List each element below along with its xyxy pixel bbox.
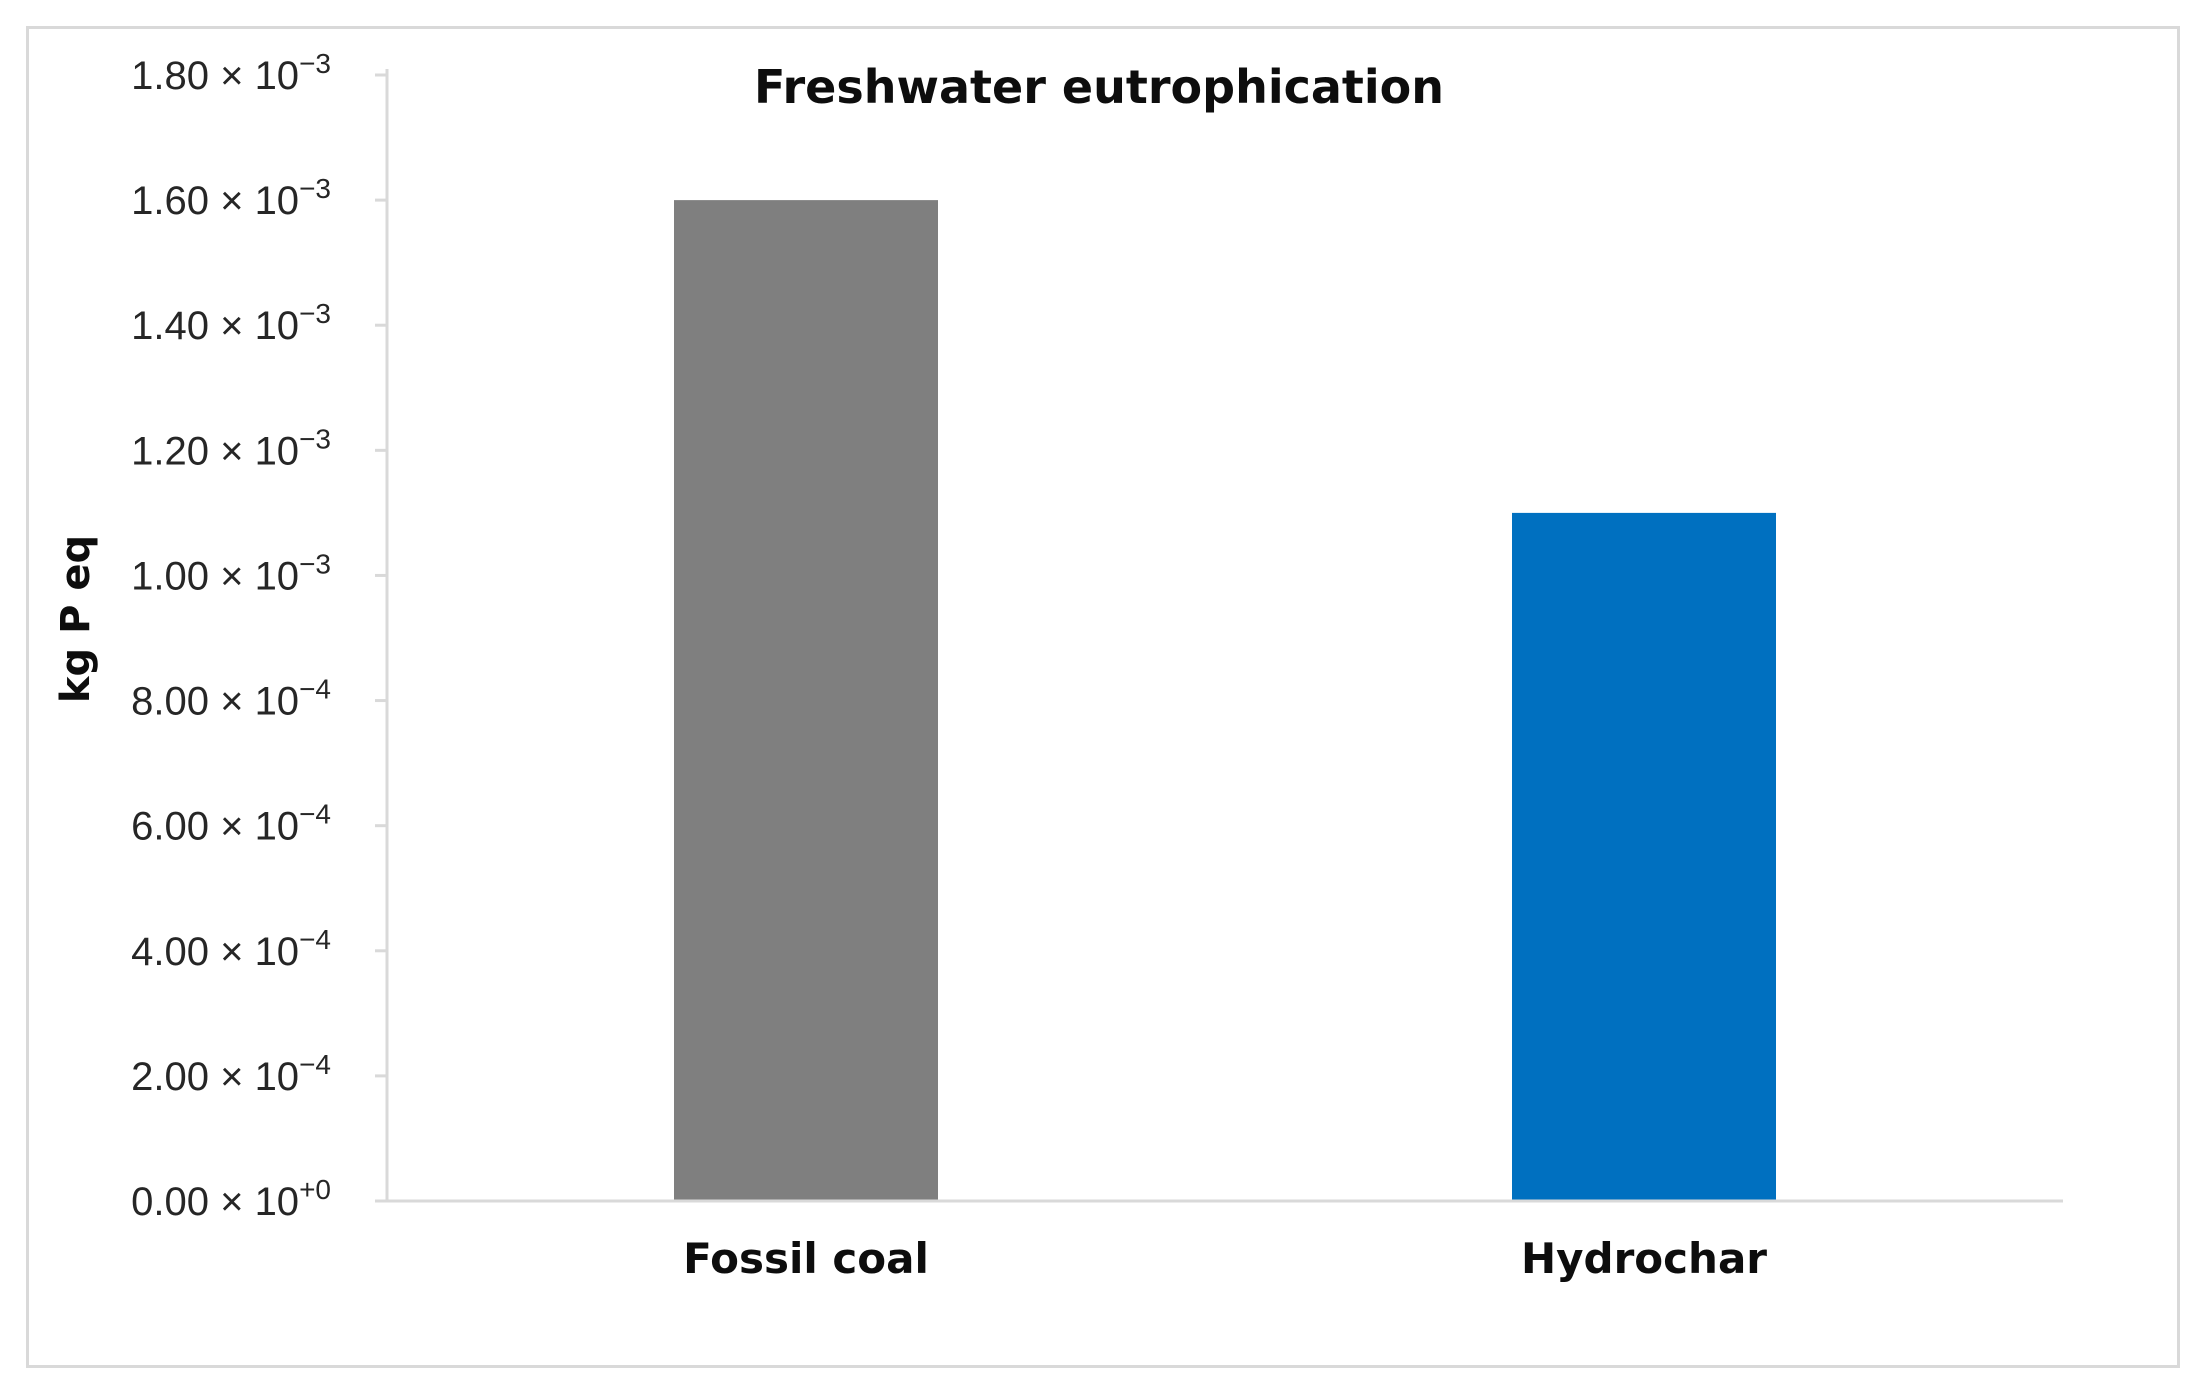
bar-fossil-coal: [674, 200, 938, 1202]
y-tick-label: 1.60 × 10−3: [131, 173, 331, 223]
y-tick-label: 1.80 × 10−3: [131, 48, 331, 98]
y-tick-label: 1.00 × 10−3: [131, 548, 331, 598]
y-tick-label: 0.00 × 10+0: [131, 1174, 331, 1224]
x-axis: Fossil coal Hydrochar: [683, 1234, 1767, 1283]
bar-hydrochar: [1512, 512, 1776, 1201]
bars: [674, 200, 1776, 1202]
chart-frame: Freshwater eutrophication kg P eq 1.80 ×…: [26, 26, 2180, 1368]
bar-chart: Freshwater eutrophication kg P eq 1.80 ×…: [53, 48, 2063, 1283]
x-tick-label: Hydrochar: [1521, 1234, 1767, 1283]
y-tick-label: 1.40 × 10−3: [131, 298, 331, 348]
x-tick-label: Fossil coal: [683, 1234, 929, 1283]
chart-title: Freshwater eutrophication: [754, 60, 1444, 114]
y-tick-label: 6.00 × 10−4: [131, 799, 331, 849]
y-tick-label: 8.00 × 10−4: [131, 674, 331, 724]
y-tick-label: 1.20 × 10−3: [131, 423, 331, 473]
y-tick-label: 4.00 × 10−4: [131, 924, 331, 974]
y-axis-label: kg P eq: [53, 535, 99, 703]
y-tick-label: 2.00 × 10−4: [131, 1049, 331, 1099]
y-axis: 1.80 × 10−3 1.60 × 10−3 1.40 × 10−3 1.20 × …: [131, 48, 387, 1224]
